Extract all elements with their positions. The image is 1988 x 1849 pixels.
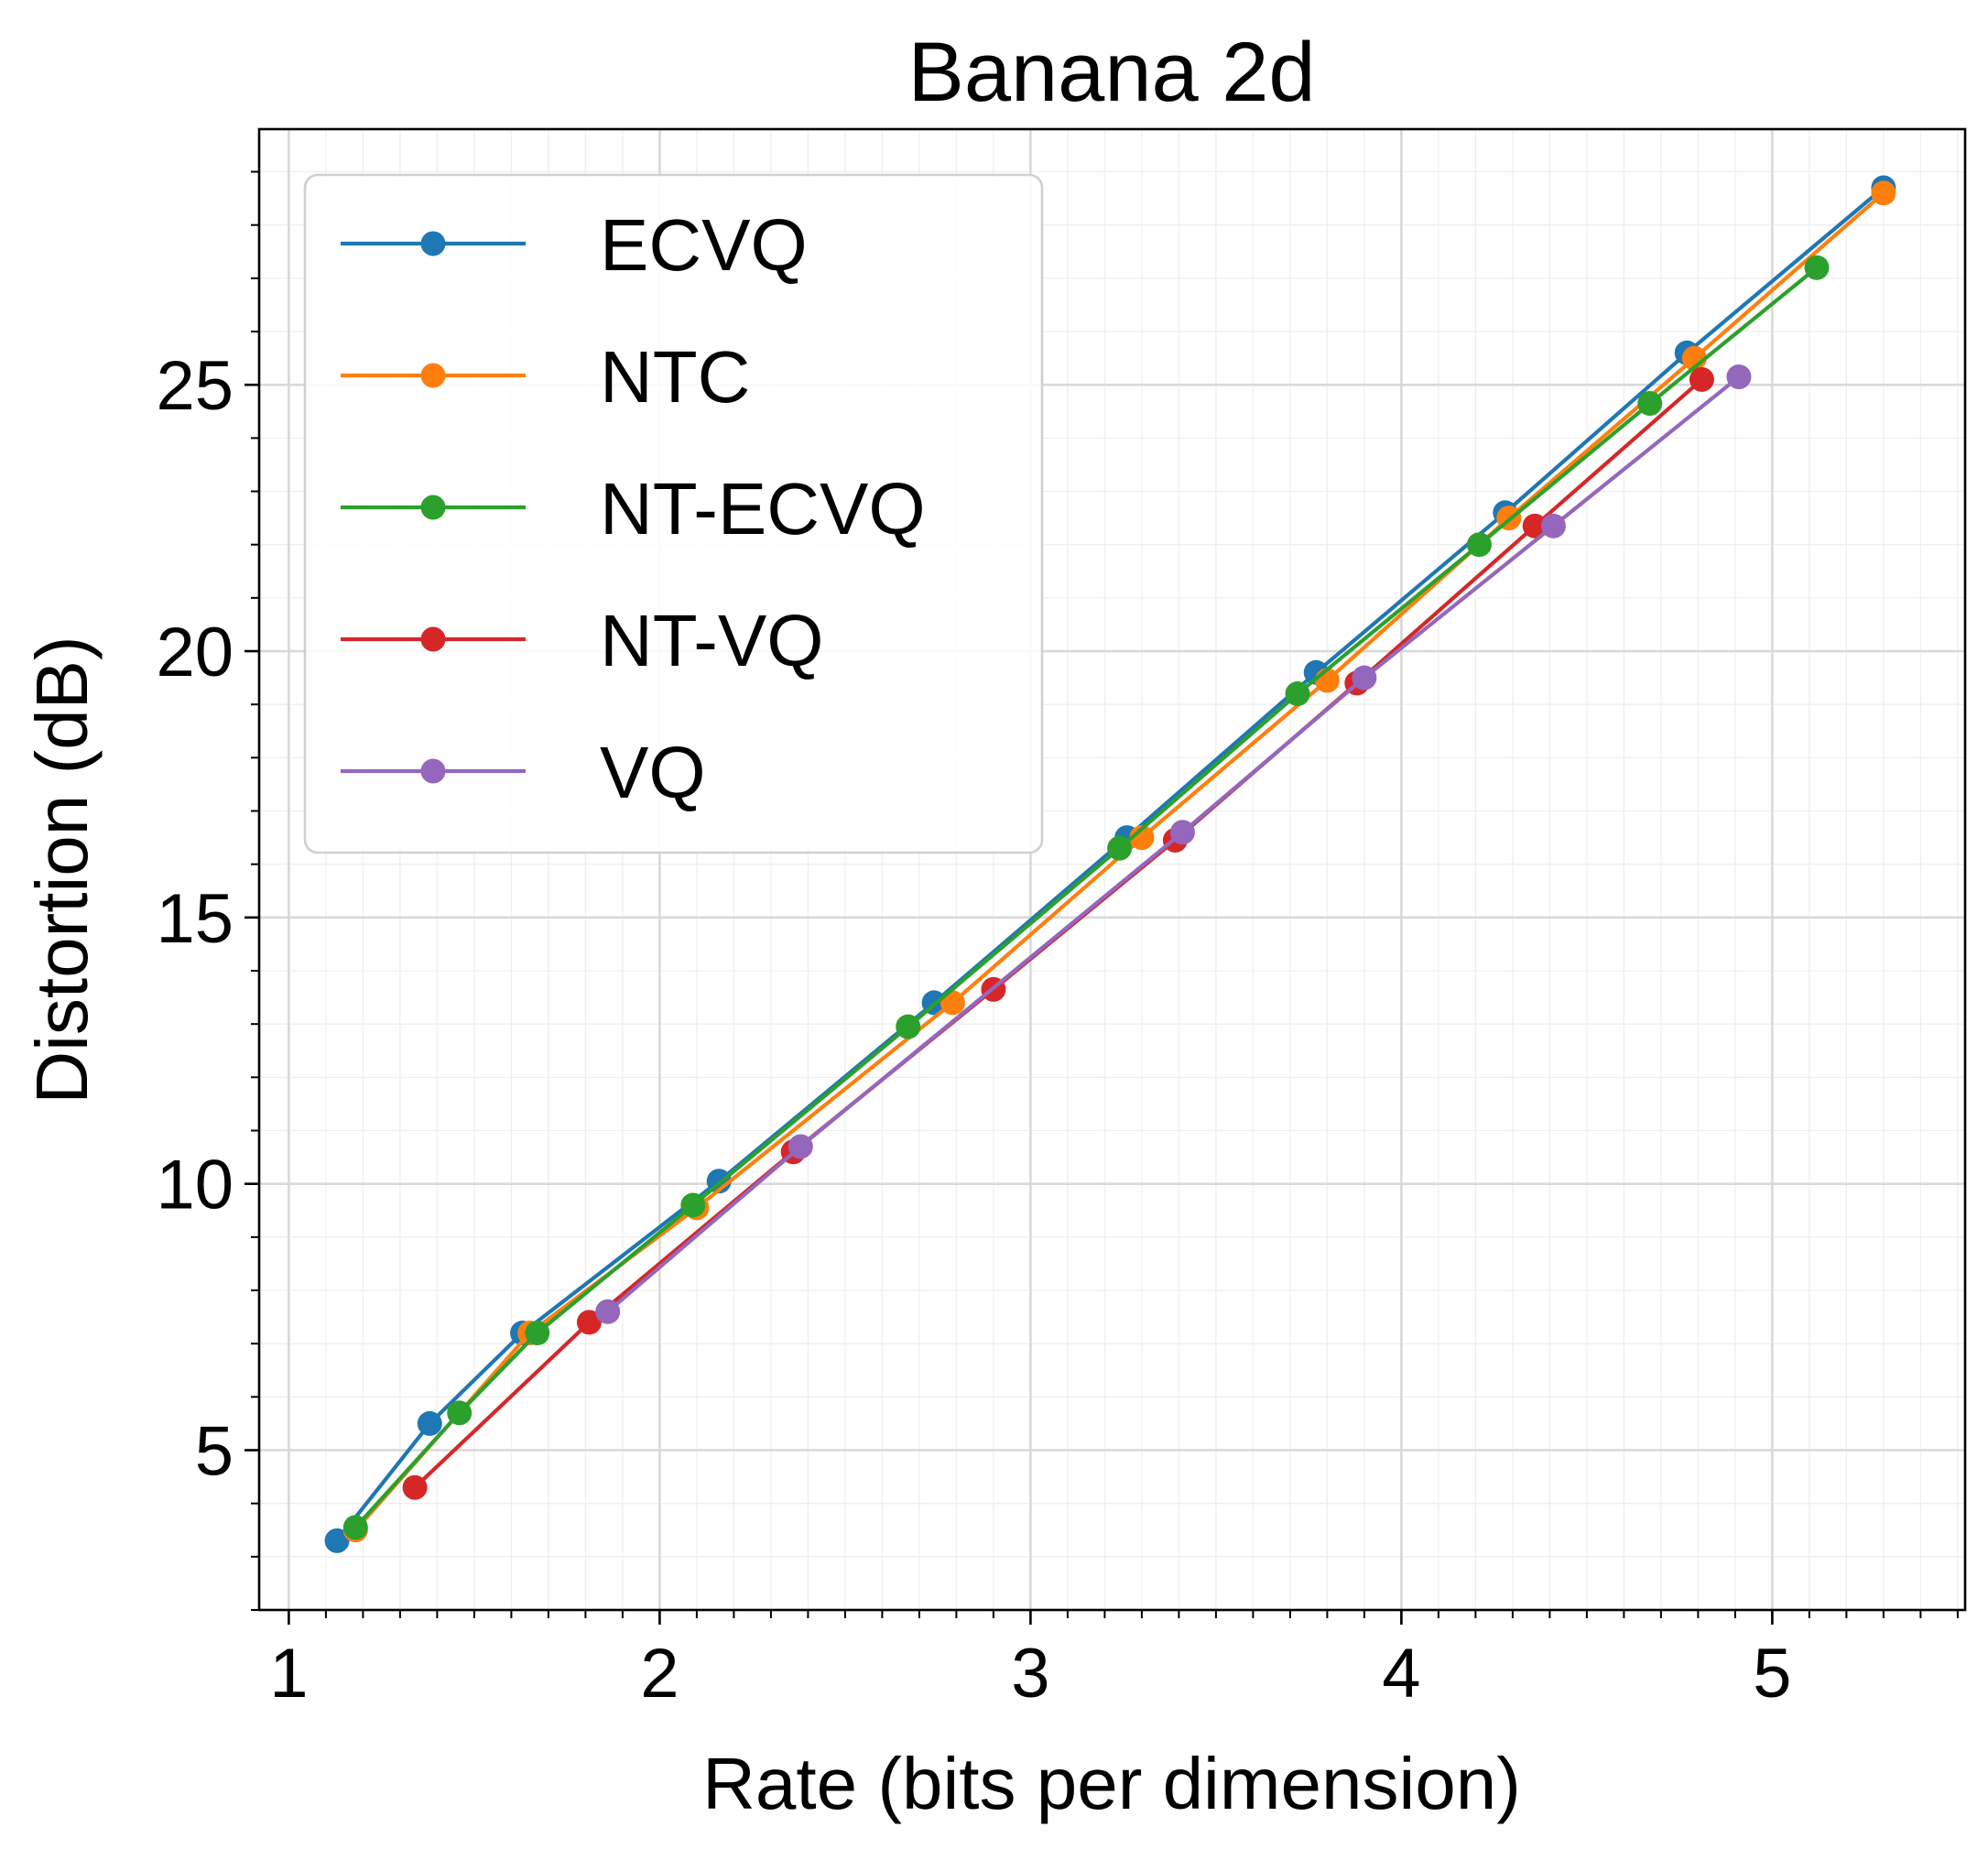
legend-marker-ntc — [420, 363, 446, 388]
data-point-nt-vq — [576, 1310, 602, 1335]
data-point-nt-ecvq — [1107, 835, 1133, 861]
data-point-nt-vq — [402, 1474, 428, 1500]
data-point-vq — [1169, 820, 1195, 845]
x-tick-label: 2 — [640, 1635, 679, 1713]
series-line-ecvq — [335, 186, 1885, 1542]
legend-item-nt-ecvq: NT-ECVQ — [341, 468, 926, 549]
data-point-ecvq — [417, 1410, 442, 1436]
data-point-nt-ecvq — [1804, 255, 1830, 280]
legend-item-ntc: NTC — [341, 336, 750, 418]
tick-labels: 1 2 3 4 5 5 10 15 20 25 — [156, 347, 1791, 1713]
data-point-nt-ecvq — [1466, 532, 1492, 558]
data-point-vq — [1540, 513, 1566, 538]
data-point-nt-ecvq — [680, 1192, 706, 1218]
legend-label-ecvq: ECVQ — [600, 204, 808, 286]
data-point-nt-ecvq — [1637, 391, 1663, 417]
legend-label-nt-ecvq: NT-ECVQ — [600, 468, 926, 549]
data-point-vq — [595, 1299, 621, 1324]
data-point-nt-ecvq — [447, 1400, 473, 1426]
data-point-vq — [1352, 665, 1377, 691]
data-point-nt-ecvq — [896, 1014, 921, 1039]
data-point-nt-ecvq — [342, 1515, 368, 1540]
y-axis-label: Distortion (dB) — [21, 636, 103, 1104]
data-point-nt-vq — [1522, 513, 1548, 538]
x-tick-label: 3 — [1011, 1635, 1049, 1713]
y-tick-label: 20 — [156, 614, 234, 691]
y-tick-label: 15 — [156, 880, 234, 958]
legend-item-ecvq: ECVQ — [341, 204, 808, 286]
y-tick-label: 5 — [195, 1413, 234, 1491]
legend-box — [303, 173, 1044, 854]
series-line-nt-ecvq — [353, 266, 1819, 1529]
series-vq — [595, 364, 1752, 1324]
y-tick-label: 25 — [156, 347, 234, 425]
series-nt-ecvq — [342, 255, 1830, 1540]
legend-item-nt-vq: NT-VQ — [341, 600, 823, 681]
y-tick-label: 10 — [156, 1147, 234, 1224]
data-point-vq — [788, 1134, 813, 1159]
data-point-ecvq — [324, 1528, 350, 1553]
plot-frame — [257, 127, 1967, 1612]
data-point-nt-ecvq — [525, 1321, 550, 1346]
legend-marker-nt-vq — [420, 626, 446, 652]
legend-label-ntc: NTC — [600, 336, 750, 418]
x-tick-label: 4 — [1382, 1635, 1420, 1713]
legend-marker-vq — [420, 758, 446, 784]
legend-label-vq: VQ — [600, 732, 706, 813]
data-point-nt-vq — [1689, 366, 1714, 392]
legend-marker-nt-ecvq — [420, 495, 446, 520]
x-tick-label: 1 — [269, 1635, 308, 1713]
data-point-nt-ecvq — [1285, 681, 1310, 707]
axis-ticks — [244, 170, 1959, 1625]
legend-label-nt-vq: NT-VQ — [600, 600, 823, 681]
plot-series — [324, 175, 1896, 1553]
legend: ECVQ NTC NT-ECVQ NT-VQ VQ — [303, 173, 1044, 854]
x-tick-label: 5 — [1753, 1635, 1791, 1713]
series-line-vq — [606, 375, 1741, 1313]
data-point-vq — [1726, 364, 1752, 389]
legend-marker-ecvq — [420, 231, 446, 256]
chart-title: Banana 2d — [907, 26, 1315, 119]
data-point-ntc — [1871, 180, 1896, 206]
x-axis-label: Rate (bits per dimension) — [702, 1743, 1521, 1824]
legend-item-vq: VQ — [341, 732, 706, 813]
data-point-ntc — [1129, 825, 1155, 851]
